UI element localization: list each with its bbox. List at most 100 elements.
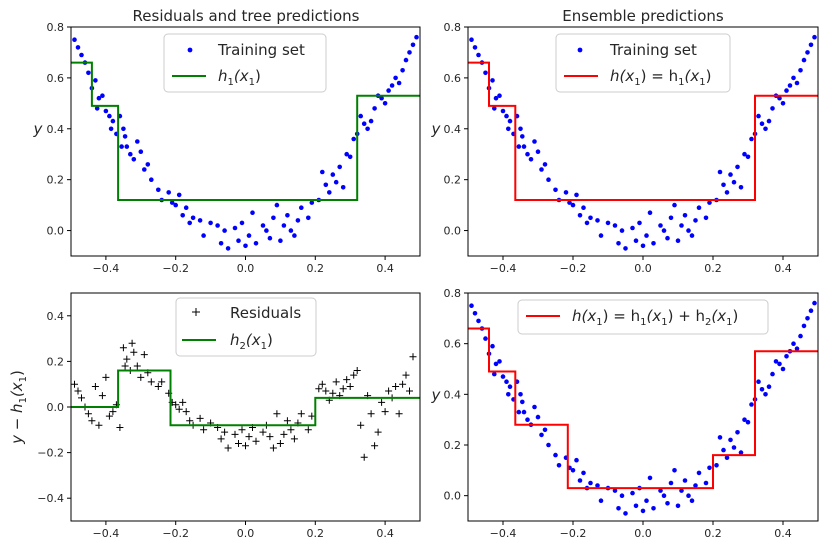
panel3-residual-9 [102, 373, 110, 381]
panel2-point-67 [721, 182, 726, 188]
panel2-xtick-label-4: 0.4 [774, 262, 792, 275]
panel1-legend-box [163, 33, 327, 93]
panel4-point-8 [493, 361, 499, 367]
panel3-residual-90 [409, 353, 417, 361]
panel2-point-61 [693, 218, 698, 223]
panel2-point-81 [770, 106, 775, 111]
panel4-point-79 [763, 392, 768, 397]
panel2-point-70 [731, 179, 737, 185]
panel3-residual-8 [98, 392, 106, 400]
panel4-point-65 [714, 463, 719, 468]
panel2-legend-training-label: Training set [609, 41, 697, 59]
panel3-residual-64 [318, 380, 326, 388]
panel4-prediction-line [468, 327, 818, 490]
panel1-point-37 [197, 218, 203, 223]
panel2-point-29 [563, 190, 569, 195]
panel2-ytick-label-4: 0.8 [444, 21, 462, 34]
panel2-point-92 [808, 42, 814, 48]
panel3-residual-48 [252, 437, 260, 445]
panel2-point-90 [801, 57, 807, 63]
panel1-point-10 [103, 108, 109, 114]
panel3-residual-2 [78, 394, 85, 402]
panel1-legend-h1-label: h1(x1) [218, 67, 261, 88]
panel1-prediction-line [71, 61, 420, 201]
panel1-xtick-label-0: −0.4 [93, 262, 120, 275]
panel3-residual-71 [343, 376, 351, 384]
panel4-point-91 [805, 316, 810, 321]
panel1-point-79 [365, 126, 370, 132]
panel2-point-72 [738, 185, 744, 190]
panel2-point-68 [724, 190, 730, 195]
panel2-point-4 [483, 70, 488, 76]
panel3-xtick-label-0: −0.4 [93, 527, 120, 540]
panel3-residual-65 [322, 387, 330, 395]
panel4-point-82 [773, 359, 779, 364]
panel2-xtick-label-1: −0.2 [560, 262, 587, 275]
panel1-point-67 [323, 182, 329, 188]
panel3-residual-74 [353, 367, 361, 374]
panel4-point-84 [780, 366, 786, 372]
panel2-point-31 [570, 202, 576, 208]
panel3-ytick-label-3: 0.2 [47, 355, 65, 368]
panel2-title: Ensemble predictions [562, 7, 724, 25]
panel2-point-33 [577, 213, 583, 218]
panel3-xtick-label-2: 0.0 [237, 527, 255, 540]
panel2-ytick-label-2: 0.4 [444, 123, 462, 136]
panel2-point-89 [798, 68, 803, 73]
panel4-point-41 [616, 506, 621, 511]
panel2-point-77 [756, 113, 761, 119]
panel3-residual-1 [74, 387, 82, 395]
panel1-point-40 [215, 223, 220, 228]
panel2-point-85 [784, 88, 789, 93]
panel2-point-74 [745, 154, 751, 160]
panel1-point-47 [243, 243, 248, 249]
panel-residuals-and-tree-predictions: Residuals and tree predictions −0.4 −0.2 0… [33, 7, 421, 275]
panel2-point-38 [598, 233, 604, 238]
panel4-point-68 [724, 455, 730, 461]
panel3-ytick-label-4: 0.4 [47, 310, 65, 323]
panel1-point-80 [368, 118, 374, 124]
panel4-point-17 [518, 392, 523, 397]
panel1-point-1 [75, 45, 81, 50]
panel4-point-40 [612, 488, 618, 493]
panel2-point-63 [703, 215, 709, 221]
panel2-point-57 [679, 223, 684, 228]
panel2-point-36 [588, 215, 593, 221]
panel1-point-57 [281, 223, 287, 228]
panel1-point-88 [396, 80, 402, 86]
panel1-point-48 [246, 233, 252, 238]
panel3-residual-16 [123, 355, 131, 363]
panel4-point-89 [798, 333, 803, 339]
panel3-residual-62 [308, 412, 316, 420]
panel2-point-91 [805, 50, 810, 55]
panel4-point-22 [532, 404, 537, 410]
panel1-point-26 [149, 177, 154, 182]
panel2-point-35 [584, 220, 590, 226]
panel3-residual-35 [196, 414, 204, 422]
panel1-legend: Training set h1(x1) [163, 33, 327, 93]
panel1-point-61 [295, 218, 301, 223]
panel3-residual-67 [329, 389, 337, 397]
panel4-point-42 [619, 493, 625, 499]
panel2-point-69 [728, 172, 733, 177]
panel2-point-88 [794, 80, 800, 86]
panel4-point-34 [581, 470, 586, 476]
panel2-point-20 [525, 151, 530, 157]
panel1-ytick-label-1: 0.2 [47, 174, 65, 187]
panel1-point-18 [122, 134, 128, 139]
panel4-point-19 [521, 409, 527, 415]
panel4-legend: h(x1) = h1(x1) + h2(x1) [517, 299, 769, 335]
panel2-point-47 [640, 243, 646, 249]
panel1-point-20 [128, 151, 133, 157]
panel4-point-64 [707, 465, 712, 471]
panel1-point-30 [169, 200, 175, 205]
panel4-point-47 [640, 508, 646, 514]
panel4-point-81 [770, 371, 775, 377]
panel3-ytick-label-1: −0.2 [37, 447, 64, 460]
panel2-point-7 [492, 106, 497, 111]
panel4-point-83 [777, 361, 782, 367]
panel4-point-77 [756, 379, 761, 385]
panel2-point-80 [766, 118, 772, 124]
panel1-xtick-label-2: 0.0 [237, 262, 255, 275]
